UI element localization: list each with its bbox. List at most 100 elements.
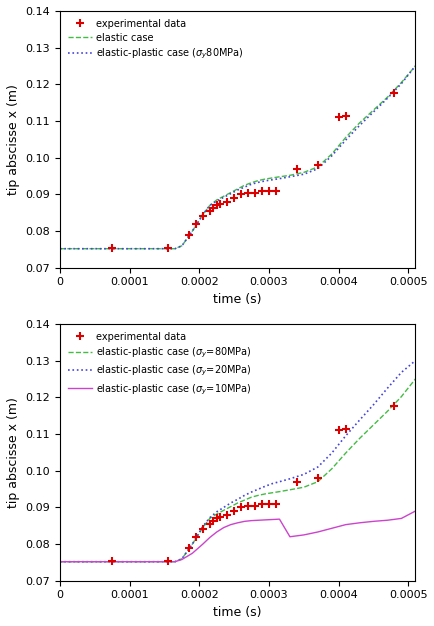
elastic-plastic case (σy=80MPa): [262, 490, 267, 498]
elastic-plastic case (σy=10MPa): [189, 550, 194, 557]
elastic-plastic case (σy=10MPa): [255, 516, 260, 524]
elastic-plastic case (σy=10MPa): [57, 558, 62, 565]
elastic-plastic case (σy=10MPa): [329, 525, 334, 532]
elastic-plastic case (σy80MPa): [255, 178, 260, 186]
elastic-plastic case (σy=80MPa): [241, 496, 247, 504]
elastic-plastic case (σy=20MPa): [384, 384, 389, 392]
Line: elastic-plastic case (σy=20MPa): elastic-plastic case (σy=20MPa): [60, 361, 414, 562]
elastic-plastic case (σy=80MPa): [227, 503, 233, 510]
elastic-plastic case (σy=20MPa): [412, 357, 417, 364]
elastic-plastic case (σy=80MPa): [356, 434, 362, 442]
experimental data: [207, 520, 212, 528]
elastic case: [286, 172, 292, 179]
elastic case: [315, 163, 320, 171]
experimental data: [259, 187, 264, 195]
elastic-plastic case (σy=20MPa): [57, 558, 62, 565]
elastic-plastic case (σy=20MPa): [356, 416, 362, 424]
Y-axis label: tip abscisse x (m): tip abscisse x (m): [7, 397, 20, 508]
experimental data: [342, 112, 348, 120]
experimental data: [109, 557, 115, 565]
elastic case: [179, 242, 184, 250]
elastic case: [168, 245, 174, 252]
elastic-plastic case (σy=80MPa): [370, 421, 375, 429]
elastic-plastic case (σy=80MPa): [286, 486, 292, 493]
elastic-plastic case (σy=10MPa): [269, 516, 274, 523]
elastic-plastic case (σy=10MPa): [301, 531, 306, 538]
elastic case: [255, 177, 260, 184]
elastic case: [220, 192, 226, 200]
experimental data: [335, 426, 341, 433]
Line: elastic-plastic case (σy=10MPa): elastic-plastic case (σy=10MPa): [60, 511, 414, 562]
elastic-plastic case (σy=10MPa): [398, 515, 403, 522]
elastic-plastic case (σy=20MPa): [329, 449, 334, 457]
experimental data: [391, 403, 396, 410]
elastic-plastic case (σy=10MPa): [207, 534, 212, 541]
elastic-plastic case (σy=20MPa): [172, 558, 177, 565]
elastic-plastic case (σy=80MPa): [301, 483, 306, 491]
elastic-plastic case (σy=10MPa): [179, 556, 184, 563]
elastic-plastic case (σy=80MPa): [412, 375, 417, 382]
elastic-plastic case (σy=20MPa): [262, 483, 267, 490]
elastic-plastic case (σy=80MPa): [189, 540, 194, 548]
experimental data: [186, 544, 191, 552]
elastic-plastic case (σy80MPa): [384, 95, 389, 102]
elastic case: [370, 106, 375, 114]
elastic case: [57, 245, 62, 252]
elastic-plastic case (σy=20MPa): [234, 496, 240, 503]
elastic-plastic case (σy=10MPa): [168, 558, 174, 565]
experimental data: [391, 90, 396, 97]
elastic-plastic case (σy80MPa): [179, 242, 184, 250]
elastic-plastic case (σy=20MPa): [315, 463, 320, 471]
elastic-plastic case (σy=80MPa): [207, 515, 212, 522]
elastic-plastic case (σy=20MPa): [227, 500, 233, 507]
experimental data: [186, 231, 191, 239]
experimental data: [294, 478, 299, 486]
elastic-plastic case (σy80MPa): [315, 165, 320, 173]
elastic-plastic case (σy80MPa): [207, 202, 212, 209]
elastic-plastic case (σy=10MPa): [370, 518, 375, 525]
experimental data: [193, 220, 198, 227]
elastic-plastic case (σy=80MPa): [248, 493, 253, 501]
elastic-plastic case (σy=80MPa): [398, 393, 403, 401]
Line: elastic-plastic case (σy80MPa): elastic-plastic case (σy80MPa): [60, 66, 414, 249]
elastic-plastic case (σy=10MPa): [234, 519, 240, 526]
experimental data: [245, 189, 250, 197]
elastic-plastic case (σy=80MPa): [315, 478, 320, 486]
experimental data: [165, 557, 170, 565]
X-axis label: time (s): time (s): [213, 606, 261, 619]
Legend: experimental data, elastic-plastic case ($\sigma_y$=80MPa), elastic-plastic case: experimental data, elastic-plastic case …: [65, 329, 254, 399]
experimental data: [259, 500, 264, 508]
experimental data: [231, 194, 236, 202]
elastic-plastic case (σy=80MPa): [276, 488, 281, 495]
elastic-plastic case (σy=80MPa): [200, 524, 205, 531]
elastic-plastic case (σy80MPa): [262, 177, 267, 185]
elastic-plastic case (σy=10MPa): [342, 521, 348, 528]
elastic-plastic case (σy80MPa): [234, 187, 240, 194]
elastic-plastic case (σy=80MPa): [179, 555, 184, 563]
elastic-plastic case (σy=20MPa): [207, 514, 212, 521]
elastic-plastic case (σy=80MPa): [342, 449, 348, 457]
elastic-plastic case (σy=10MPa): [262, 516, 267, 523]
elastic-plastic case (σy=20MPa): [286, 475, 292, 483]
elastic-plastic case (σy80MPa): [356, 121, 362, 129]
elastic case: [384, 93, 389, 101]
elastic-plastic case (σy80MPa): [286, 173, 292, 180]
experimental data: [273, 187, 278, 195]
elastic-plastic case (σy=10MPa): [248, 517, 253, 525]
experimental data: [266, 187, 271, 195]
experimental data: [109, 244, 115, 252]
elastic-plastic case (σy=80MPa): [329, 465, 334, 473]
Line: experimental data: experimental data: [108, 403, 398, 565]
elastic-plastic case (σy=20MPa): [220, 504, 226, 511]
experimental data: [266, 500, 271, 508]
elastic-plastic case (σy=10MPa): [220, 524, 226, 531]
elastic-plastic case (σy=10MPa): [356, 519, 362, 526]
Line: experimental data: experimental data: [108, 90, 398, 252]
elastic-plastic case (σy=10MPa): [241, 518, 247, 525]
elastic-plastic case (σy80MPa): [276, 175, 281, 182]
elastic case: [172, 245, 177, 252]
elastic-plastic case (σy80MPa): [301, 170, 306, 178]
elastic-plastic case (σy=10MPa): [384, 516, 389, 524]
elastic-plastic case (σy=20MPa): [301, 471, 306, 478]
elastic case: [214, 196, 219, 203]
